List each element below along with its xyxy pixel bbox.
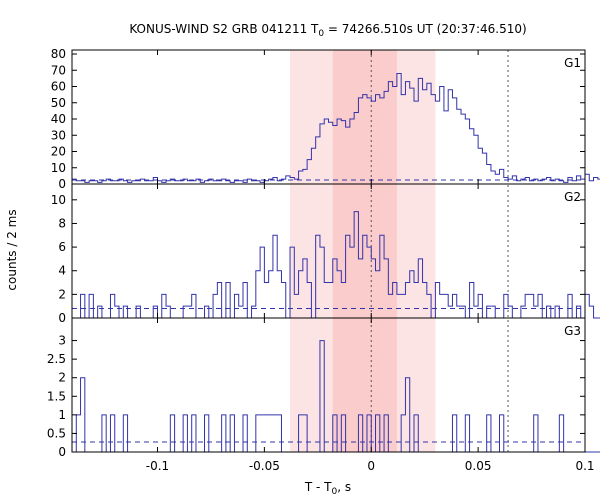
panels: 0 10 20 30 40 50 60 70 80 G1 0 2 4 6 8 10 G2 0 0.5 1 1.5 2 2.5… [47,47,600,459]
shaded-intervals [290,50,436,452]
y-tick-label-g2: 10 [51,193,66,207]
x-tick-label: -0.05 [249,459,280,473]
y-tick-label-g3: 0 [58,445,66,459]
panel-label-g2: G2 [564,190,581,204]
panel-g3: 0 0.5 1 1.5 2 2.5 3 G3 [47,317,600,459]
histogram-g1 [72,73,600,183]
y-tick-label-g3: 3 [58,334,66,348]
panel-frame-g3 [71,317,586,453]
x-tick-label: 0.05 [465,459,492,473]
y-tick-label-g1: 70 [51,63,66,77]
y-tick-label-g1: 40 [51,112,66,126]
xlabel-subscript: 0 [332,487,338,497]
y-tick-label-g3: 2.5 [47,352,66,366]
y-tick-label-g1: 0 [58,177,66,191]
y-tick-label-g1: 20 [51,145,66,159]
y-tick-label-g1: 30 [51,128,66,142]
y-tick-label-g3: 0.5 [47,426,66,440]
chart-title: KONUS-WIND S2 GRB 041211 T0 = 74266.510s… [129,22,526,39]
y-axis-label: counts / 2 ms [5,209,19,290]
x-tick-label: 0.1 [575,459,594,473]
y-tick-label-g2: 4 [58,264,66,278]
y-tick-label-g1: 60 [51,80,66,94]
shaded-region-1 [332,50,397,452]
y-tick-label-g2: 0 [58,311,66,325]
x-tick-label: -0.1 [146,459,169,473]
x-axis-label: T - T0, s [304,480,351,497]
panel-g2: 0 2 4 6 8 10 G2 [51,183,600,325]
y-tick-label-g1: 50 [51,96,66,110]
y-tick-label-g3: 1 [58,408,66,422]
y-tick-label-g2: 6 [58,240,66,254]
y-tick-label-g1: 80 [51,47,66,61]
title-subscript: 0 [318,29,324,39]
x-tick-label: 0 [367,459,375,473]
panel-label-g1: G1 [564,56,581,70]
panel-label-g3: G3 [564,324,581,338]
y-tick-label-g1: 10 [51,161,66,175]
y-tick-label-g2: 8 [58,216,66,230]
y-tick-label-g2: 2 [58,287,66,301]
x-axis: -0.1 -0.05 0 0.05 0.1 [146,459,595,473]
y-tick-label-g3: 1.5 [47,389,66,403]
y-tick-label-g3: 2 [58,371,66,385]
